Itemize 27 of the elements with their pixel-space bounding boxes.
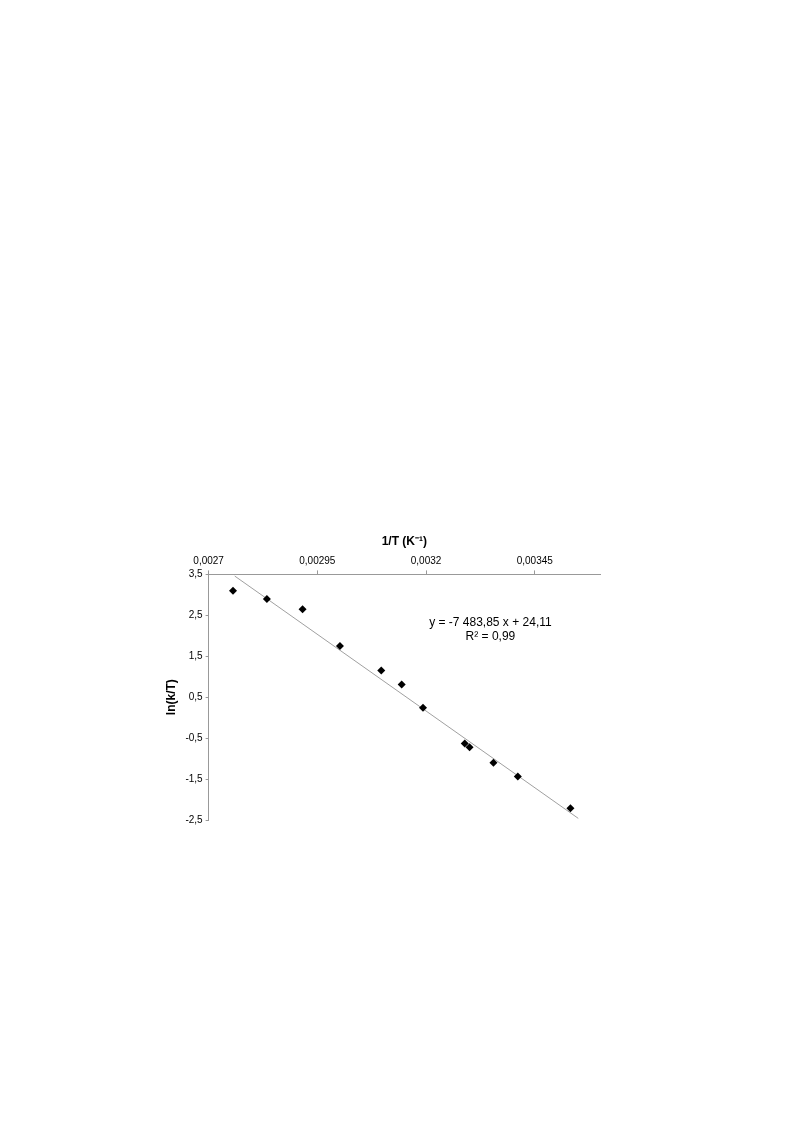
x-tick-label: 0,00345 <box>516 555 554 567</box>
y-tick-label: 1,5 <box>188 650 204 662</box>
annotation: y = -7 483,85 x + 24,11 <box>429 614 553 629</box>
point <box>419 703 428 712</box>
y-axis-title: ln(k/T) <box>163 679 178 716</box>
x-tick-label: 0,0032 <box>410 555 442 567</box>
y-tick-label: -1,5 <box>185 772 204 784</box>
point <box>489 758 498 767</box>
x-tick-label: 0,00295 <box>299 555 336 567</box>
y-tick-label: 3,5 <box>188 568 204 580</box>
annotation: R² = 0,99 <box>465 628 516 643</box>
y-tick-label: -2,5 <box>185 813 204 825</box>
point <box>397 680 406 689</box>
point <box>566 804 575 813</box>
y-tick-label: -0,5 <box>185 731 204 743</box>
x-tick-label: 0,0027 <box>193 555 225 567</box>
x-axis-title: 1/T (K⁻¹) <box>381 533 427 548</box>
point <box>262 594 271 603</box>
point <box>465 743 474 752</box>
y-tick-label: 0,5 <box>188 690 204 702</box>
point <box>335 642 344 651</box>
point <box>460 739 469 748</box>
y-tick-label: 2,5 <box>188 609 204 621</box>
point <box>228 586 237 595</box>
point <box>513 772 522 781</box>
point <box>377 666 386 675</box>
point <box>298 605 307 614</box>
